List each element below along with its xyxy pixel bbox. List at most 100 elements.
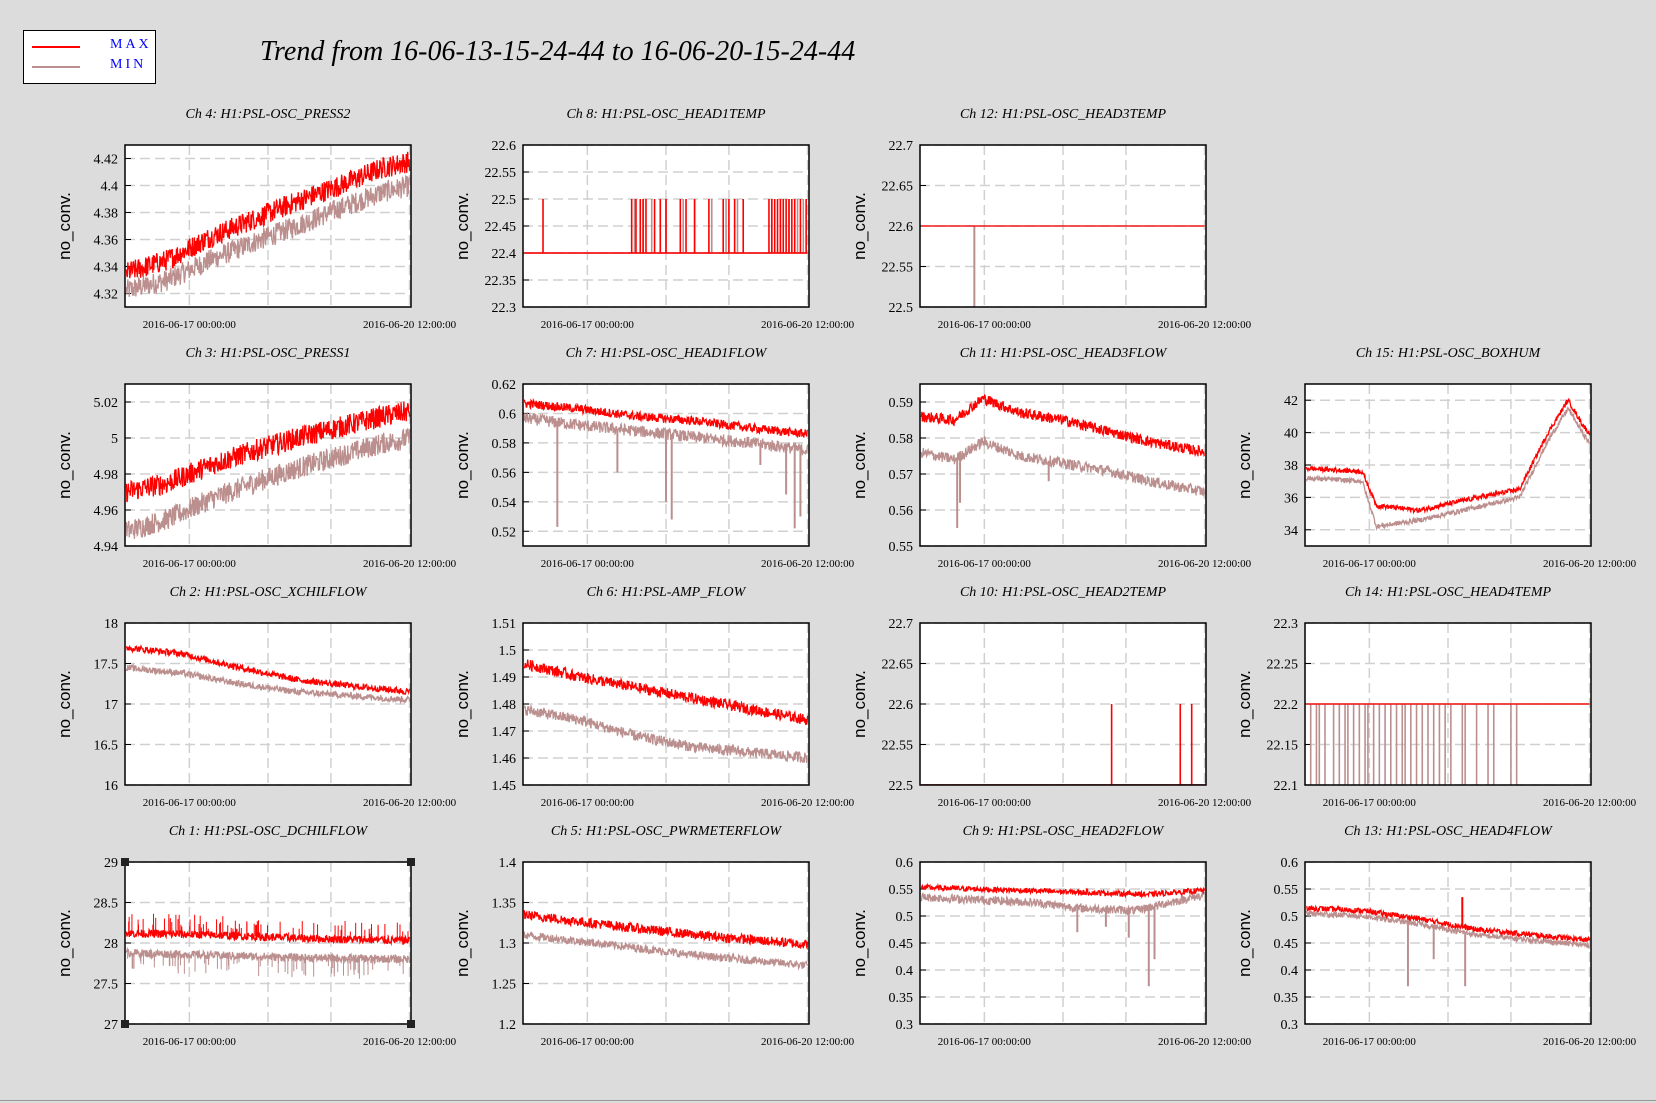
x-tick-label: 2016-06-20 12:00:00 xyxy=(363,1036,457,1048)
plot-frame xyxy=(1304,861,1592,1025)
y-tick-label: 28.5 xyxy=(94,897,119,912)
x-tick-label: 2016-06-17 00:00:00 xyxy=(541,1036,635,1048)
plot-frame xyxy=(919,861,1207,1025)
y-tick-label: 4.98 xyxy=(94,468,119,483)
y-tick-label: 22.4 xyxy=(492,247,517,262)
y-tick-label: 22.55 xyxy=(485,166,517,181)
y-axis-label: no_conv. xyxy=(55,431,74,499)
x-tick-label: 2016-06-17 00:00:00 xyxy=(143,558,237,570)
y-tick-label: 36 xyxy=(1284,491,1298,506)
series-line-max xyxy=(125,151,411,279)
y-axis-label: no_conv. xyxy=(850,670,869,738)
y-tick-label: 17 xyxy=(104,698,118,713)
chart-title: Ch 2: H1:PSL-OSC_XCHILFLOW xyxy=(170,585,368,600)
x-tick-label: 2016-06-17 00:00:00 xyxy=(1323,797,1417,809)
x-tick-label: 2016-06-20 12:00:00 xyxy=(363,797,457,809)
chart-panel: Ch 3: H1:PSL-OSC_PRESS1 4.94 4.96 4.98 5 5.02… xyxy=(55,346,457,570)
y-tick-label: 40 xyxy=(1284,427,1298,442)
legend-label-max: MAX xyxy=(110,37,152,52)
x-tick-label: 2016-06-17 00:00:00 xyxy=(938,319,1032,331)
x-tick-label: 2016-06-17 00:00:00 xyxy=(1323,1036,1417,1048)
plot-frame xyxy=(522,144,810,308)
y-tick-label: 22.7 xyxy=(889,617,914,632)
series-group xyxy=(523,397,809,529)
y-tick-label: 18 xyxy=(104,617,118,632)
y-tick-label: 22.6 xyxy=(889,698,914,713)
series-group xyxy=(523,910,809,971)
y-axis-label: no_conv. xyxy=(55,670,74,738)
x-tick-label: 2016-06-17 00:00:00 xyxy=(938,1036,1032,1048)
series-line-max xyxy=(920,882,1206,899)
y-tick-label: 42 xyxy=(1284,394,1298,409)
y-tick-label: 1.46 xyxy=(492,752,517,767)
x-tick-label: 2016-06-17 00:00:00 xyxy=(938,797,1032,809)
y-tick-label: 0.59 xyxy=(889,396,914,411)
y-tick-label: 22.15 xyxy=(1267,739,1299,754)
series-line-max xyxy=(125,644,411,696)
chart-title: Ch 9: H1:PSL-OSC_HEAD2FLOW xyxy=(963,824,1165,839)
y-tick-label: 0.45 xyxy=(889,937,914,952)
y-tick-label: 22.2 xyxy=(1274,698,1299,713)
x-tick-label: 2016-06-17 00:00:00 xyxy=(938,558,1032,570)
x-tick-label: 2016-06-20 12:00:00 xyxy=(761,1036,855,1048)
series-line-max xyxy=(125,401,411,503)
y-tick-label: 22.7 xyxy=(889,139,914,154)
series-group xyxy=(125,644,411,705)
y-tick-label: 0.62 xyxy=(492,378,517,393)
y-axis-label: no_conv. xyxy=(1235,909,1254,977)
series-group xyxy=(921,225,1205,307)
x-tick-label: 2016-06-20 12:00:00 xyxy=(1543,1036,1637,1048)
chart-panel: Ch 6: H1:PSL-AMP_FLOW 1.45 1.46 1.47 1.48 1.4… xyxy=(453,585,855,809)
x-tick-label: 2016-06-20 12:00:00 xyxy=(363,319,457,331)
chart-panel: Ch 10: H1:PSL-OSC_HEAD2TEMP 22.5 22.55 22.6… xyxy=(850,585,1252,809)
chart-panel: Ch 1: H1:PSL-OSC_DCHILFLOW 27 27.5 28 28.5 29… xyxy=(55,824,457,1048)
y-tick-label: 0.55 xyxy=(889,883,914,898)
y-tick-label: 27 xyxy=(104,1018,118,1033)
plot-frame xyxy=(124,383,412,547)
y-axis-label: no_conv. xyxy=(850,431,869,499)
series-line-min xyxy=(125,663,411,705)
y-tick-label: 22.6 xyxy=(492,139,517,154)
y-tick-label: 5 xyxy=(111,432,118,447)
plot-frame xyxy=(124,861,412,1025)
x-tick-label: 2016-06-20 12:00:00 xyxy=(761,558,855,570)
x-tick-label: 2016-06-17 00:00:00 xyxy=(541,558,635,570)
chart-title: Ch 1: H1:PSL-OSC_DCHILFLOW xyxy=(169,824,369,839)
series-line-max xyxy=(125,927,411,946)
y-tick-label: 0.3 xyxy=(896,1018,914,1033)
x-tick-label: 2016-06-20 12:00:00 xyxy=(1158,558,1252,570)
chart-title: Ch 11: H1:PSL-OSC_HEAD3FLOW xyxy=(960,346,1168,361)
x-tick-label: 2016-06-20 12:00:00 xyxy=(1158,797,1252,809)
chart-title: Ch 6: H1:PSL-AMP_FLOW xyxy=(587,585,747,600)
y-tick-label: 16.5 xyxy=(94,739,119,754)
y-tick-label: 0.5 xyxy=(1281,910,1299,925)
y-tick-label: 0.54 xyxy=(492,496,517,511)
chart-title: Ch 4: H1:PSL-OSC_PRESS2 xyxy=(186,107,351,122)
x-tick-label: 2016-06-20 12:00:00 xyxy=(1543,558,1637,570)
y-axis-label: no_conv. xyxy=(1235,431,1254,499)
y-tick-label: 22.6 xyxy=(889,220,914,235)
plot-frame xyxy=(522,622,810,786)
x-tick-label: 2016-06-20 12:00:00 xyxy=(761,797,855,809)
y-axis-label: no_conv. xyxy=(453,670,472,738)
y-tick-label: 4.34 xyxy=(94,261,119,276)
y-tick-label: 1.3 xyxy=(499,937,517,952)
legend-item-min: MIN xyxy=(32,57,152,77)
y-tick-label: 22.5 xyxy=(889,301,914,316)
y-tick-label: 0.35 xyxy=(889,991,914,1006)
y-tick-label: 0.3 xyxy=(1281,1018,1299,1033)
series-group xyxy=(1305,897,1591,987)
y-tick-label: 28 xyxy=(104,937,118,952)
y-tick-label: 34 xyxy=(1284,524,1298,539)
series-line-max xyxy=(523,659,809,725)
series-group xyxy=(1305,397,1591,531)
x-tick-label: 2016-06-20 12:00:00 xyxy=(1158,1036,1252,1048)
y-tick-label: 16 xyxy=(104,779,118,794)
plot-frame xyxy=(522,383,810,547)
chart-panel: Ch 2: H1:PSL-OSC_XCHILFLOW 16 16.5 17 17.5 18… xyxy=(55,585,457,809)
x-tick-label: 2016-06-20 12:00:00 xyxy=(363,558,457,570)
y-tick-label: 1.25 xyxy=(492,978,517,993)
y-tick-label: 4.94 xyxy=(94,540,119,555)
y-tick-label: 0.4 xyxy=(896,964,914,979)
y-tick-label: 4.38 xyxy=(94,207,119,222)
